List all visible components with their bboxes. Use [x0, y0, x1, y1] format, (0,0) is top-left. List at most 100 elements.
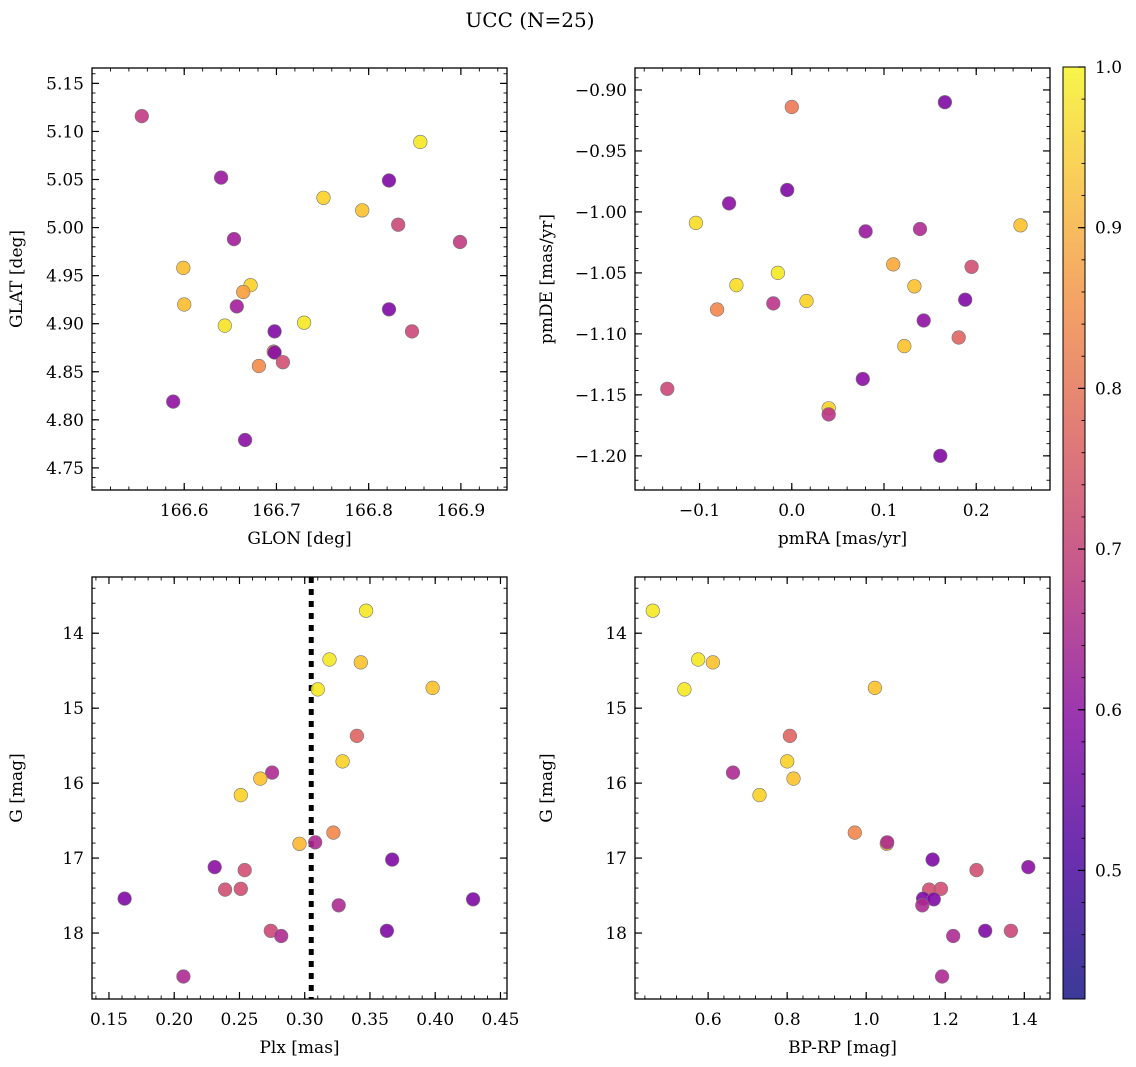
point	[404, 324, 420, 339]
x-tick-label: 0.1	[870, 501, 897, 521]
x-tick-label: 0.20	[155, 1010, 193, 1030]
point	[786, 771, 801, 786]
panel-2: −0.1 0.0 0.1 0.2 −1.20 −1.15 −1.10 −1.05 −1.00 −0…	[537, 67, 1051, 549]
point	[349, 728, 365, 744]
point	[267, 345, 282, 360]
point	[381, 302, 397, 317]
point	[916, 313, 931, 328]
point	[926, 892, 941, 907]
y-tick-label: −1.00	[575, 203, 627, 223]
point	[326, 825, 341, 840]
panel-4: 0.6 0.8 1.0 1.2 1.4 14 15 16 17 18 BP-RP [mag] G [m…	[537, 576, 1051, 1058]
x-tick-label: 166.7	[252, 501, 301, 521]
point	[915, 898, 930, 913]
point	[316, 190, 331, 205]
axes-frame	[634, 576, 1051, 1000]
point	[821, 407, 836, 422]
point	[969, 862, 984, 878]
y-tick-label: 16	[62, 774, 84, 794]
y-tick-label: −1.15	[575, 386, 627, 406]
point	[310, 682, 325, 697]
point	[236, 284, 251, 300]
y-tick-label: −1.20	[575, 447, 627, 467]
y-tick-label: −1.05	[575, 264, 627, 284]
point	[233, 881, 248, 896]
point	[359, 603, 374, 618]
point	[912, 221, 928, 237]
point	[964, 259, 979, 274]
y-tick-label: 15	[605, 699, 627, 719]
point	[274, 928, 289, 944]
point	[275, 355, 291, 370]
point	[782, 728, 798, 744]
point	[858, 224, 873, 239]
point	[267, 324, 282, 339]
point	[725, 765, 741, 780]
x-tick-label: 0.30	[286, 1010, 324, 1030]
point	[688, 215, 704, 230]
x-tick-label: 0.35	[351, 1010, 389, 1030]
panel-1: 166.6 166.7 166.8 166.9 4.75 4.80 4.85 4.90 4.95…	[7, 67, 508, 549]
point	[933, 881, 949, 896]
y-tick-label: 18	[62, 924, 84, 944]
x-axis-label: BP-RP [mag]	[788, 1038, 897, 1058]
point	[308, 835, 323, 850]
point	[645, 603, 660, 618]
colorbar-tick-label: 1.0	[1095, 58, 1122, 78]
x-tick-label: 0.8	[774, 1010, 801, 1030]
y-axis-label: pmDE [mas/yr]	[537, 214, 557, 344]
x-tick-label: 0.45	[482, 1010, 520, 1030]
point	[691, 652, 706, 667]
point	[117, 891, 132, 906]
point	[177, 297, 192, 312]
point	[297, 315, 312, 330]
colorbar-tick-label: 0.6	[1095, 701, 1122, 721]
scatter-panels: 166.6 166.7 166.8 166.9 4.75 4.80 4.85 4.90 4.95…	[7, 67, 1051, 1058]
colorbar-tick-label: 0.8	[1095, 379, 1122, 399]
point	[705, 655, 721, 670]
point	[1021, 859, 1036, 875]
y-axis-label: G [mag]	[7, 753, 27, 822]
colorbar: 0.5 0.6 0.7 0.8 0.9 1.0	[1062, 58, 1122, 1000]
x-axis-label: pmRA [mas/yr]	[778, 529, 907, 549]
point	[677, 682, 692, 697]
point	[729, 278, 744, 293]
panel-3: 0.15 0.20 0.25 0.30 0.35 0.40 0.45 14 15 16 17 18 Pl…	[7, 576, 520, 1058]
point	[466, 892, 481, 907]
point	[934, 969, 950, 984]
point	[226, 232, 242, 247]
point	[770, 265, 786, 281]
x-tick-label: 1.0	[853, 1010, 880, 1030]
y-axis-label: GLAT [deg]	[7, 230, 27, 328]
x-tick-label: 1.4	[1011, 1010, 1038, 1030]
point	[425, 680, 440, 696]
point	[867, 680, 883, 696]
y-tick-label: 4.90	[46, 315, 84, 335]
point	[855, 371, 870, 387]
point	[978, 923, 993, 938]
point	[413, 134, 428, 150]
colorbar-tick-label: 0.9	[1095, 219, 1122, 239]
axes-frame	[634, 67, 1051, 491]
point	[752, 787, 767, 803]
x-tick-label: 0.6	[695, 1010, 722, 1030]
y-tick-label: 5.10	[46, 122, 84, 142]
point	[335, 754, 350, 769]
point	[925, 852, 940, 867]
y-tick-label: 5.05	[46, 171, 84, 191]
x-tick-label: 0.2	[963, 501, 990, 521]
colorbar-tick-label: 0.7	[1095, 540, 1122, 560]
point	[353, 655, 368, 670]
x-tick-label: 166.8	[344, 501, 393, 521]
x-tick-label: 0.0	[778, 501, 805, 521]
x-tick-label: −0.1	[679, 501, 720, 521]
point	[766, 296, 781, 311]
y-tick-label: 14	[605, 624, 627, 644]
point	[951, 330, 966, 345]
point	[265, 765, 280, 780]
y-tick-label: 17	[62, 849, 84, 869]
point	[207, 859, 222, 875]
point	[251, 358, 266, 374]
axes-frame	[91, 67, 508, 491]
